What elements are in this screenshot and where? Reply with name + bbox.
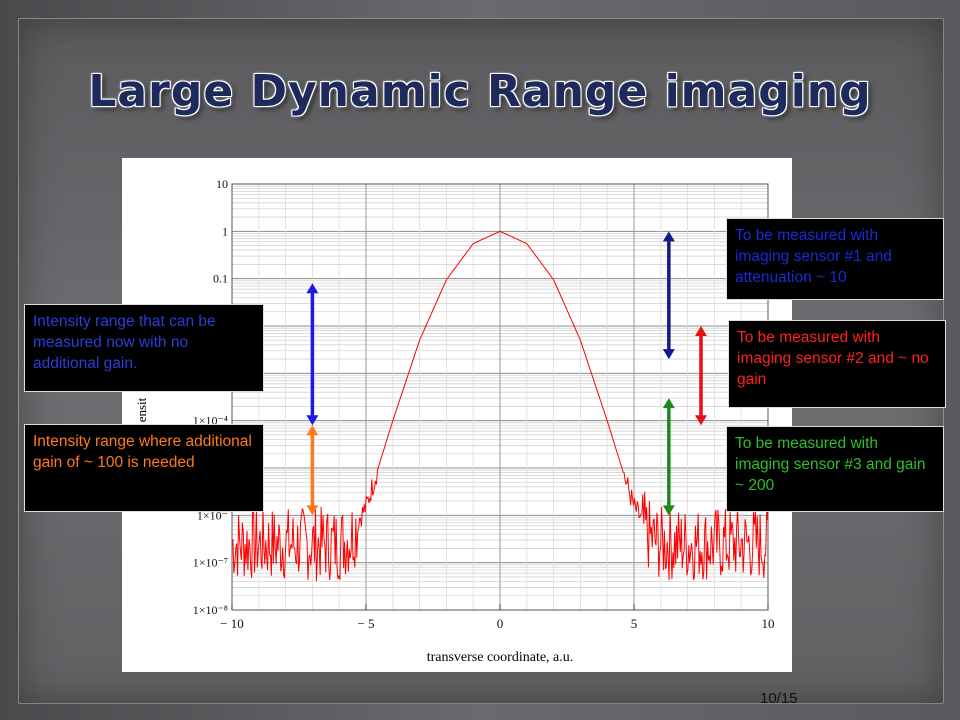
page-number: 10/15: [760, 690, 798, 707]
x-tick-label: − 10: [220, 616, 244, 631]
range-arrow-head-top: [695, 326, 707, 336]
range-arrow-head-bottom: [662, 349, 675, 360]
intensity-chart: − 10− 5 0 5 101010.11×10⁻⁴1×10⁻1×10⁻⁷1×10⁻⁸…: [134, 177, 775, 665]
y-axis-label: ensit: [134, 397, 149, 422]
range-arrow-head-top: [306, 425, 319, 436]
note-sensor-2: To be measured with imaging sensor #2 an…: [728, 320, 946, 408]
y-tick-label: 10: [216, 177, 228, 191]
x-tick-label: 0: [497, 616, 504, 631]
y-tick-label: 0.1: [213, 272, 228, 286]
note-gain-100: Intensity range where additional gain of…: [24, 424, 264, 512]
range-arrow-head-bottom: [306, 505, 319, 516]
arrow-layer: [306, 231, 707, 516]
range-arrow: [695, 326, 707, 426]
note-sensor-1-text: To be measured with imaging sensor #1 an…: [735, 227, 892, 286]
range-arrow-head-top: [662, 398, 675, 409]
range-arrow: [306, 425, 319, 516]
note-sensor-2-text: To be measured with imaging sensor #2 an…: [737, 329, 929, 388]
range-arrow-head-bottom: [662, 505, 675, 516]
x-axis-label: transverse coordinate, a.u.: [427, 650, 574, 665]
range-arrow-head-top: [662, 231, 675, 242]
range-arrow: [662, 398, 675, 516]
note-current-range: Intensity range that can be measured now…: [24, 304, 264, 392]
note-current-range-text: Intensity range that can be measured now…: [33, 313, 216, 372]
x-tick-label: 5: [631, 616, 638, 631]
x-tick-label: − 5: [357, 616, 374, 631]
note-gain-100-text: Intensity range where additional gain of…: [33, 433, 252, 471]
y-tick-label: 1: [222, 224, 228, 238]
x-tick-label: 10: [762, 616, 775, 631]
range-arrow: [306, 283, 319, 426]
curve-layer: [231, 230, 769, 582]
slide-title: Large Dynamic Range imaging: [88, 66, 872, 117]
range-arrow-head-bottom: [306, 415, 319, 426]
range-arrow-head-top: [306, 283, 319, 294]
range-arrow-head-bottom: [695, 415, 707, 426]
note-sensor-3: To be measured with imaging sensor #3 an…: [726, 426, 944, 512]
intensity-curve: [231, 230, 769, 582]
y-tick-label: 1×10⁻⁸: [193, 603, 228, 617]
note-sensor-3-text: To be measured with imaging sensor #3 an…: [735, 435, 926, 494]
range-arrow: [662, 231, 675, 360]
note-sensor-1: To be measured with imaging sensor #1 an…: [726, 218, 944, 300]
plot-panel: − 10− 5 0 5 10 10 1 0.1 1×10⁻⁴ 1×10⁻ 1×10⁻⁷ 1×10⁻⁸…: [122, 158, 792, 672]
y-tick-label: 1×10⁻⁷: [193, 556, 228, 570]
